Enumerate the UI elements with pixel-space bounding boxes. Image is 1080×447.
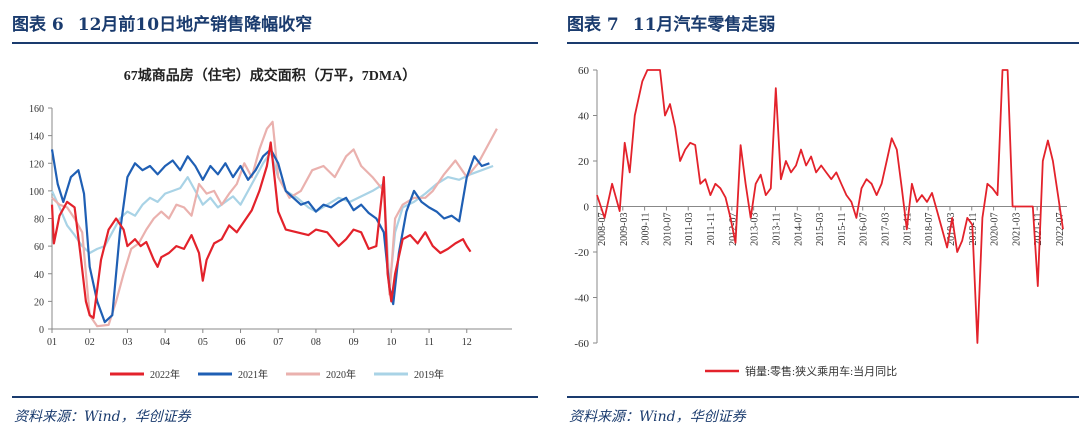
y-tick-label: 80	[34, 215, 44, 226]
x-tick-label: 09	[349, 337, 359, 348]
source-note: 资料来源：Wind，华创证券	[14, 409, 191, 425]
figure-6-label: 图表 6	[12, 15, 64, 35]
chart-left: 67城商品房（住宅）成交面积（万平，7DMA）02040608010012014…	[29, 67, 512, 381]
x-tick-label: 2021-03	[1011, 213, 1022, 246]
y-tick-label: 0	[584, 202, 590, 214]
x-tick-label: 11	[424, 337, 434, 348]
x-tick-label: 2013-11	[771, 213, 782, 246]
source-rule	[567, 396, 1079, 398]
legend-label: 2019年	[414, 368, 444, 381]
series-line-2022年	[50, 141, 472, 319]
figure-7-title: 图表 7 11月汽车零售走弱	[567, 10, 789, 35]
x-tick-label: 12	[462, 337, 472, 348]
x-tick-label: 06	[236, 337, 246, 348]
left-panel: 图表 6 12月前10日地产销售降幅收窄 67城商品房（住宅）成交面积（万平，7D…	[12, 10, 538, 425]
y-tick-label: -40	[574, 293, 589, 305]
y-tick-label: 40	[578, 111, 590, 123]
series-line	[596, 69, 1064, 344]
x-tick-label: 2016-07	[859, 213, 870, 246]
x-tick-label: 03	[122, 337, 132, 348]
x-tick-label: 2017-03	[881, 213, 892, 246]
x-tick-label: 2021-11	[1033, 213, 1044, 246]
y-tick-label: 20	[578, 156, 590, 168]
x-tick-label: 02	[85, 337, 95, 348]
x-tick-label: 2015-11	[837, 213, 848, 246]
title-rule	[567, 42, 1079, 44]
y-tick-label: 0	[39, 325, 44, 336]
legend-label: 2021年	[238, 368, 268, 381]
figure-7-heading: 11月汽车零售走弱	[632, 15, 776, 35]
x-tick-label: 2018-07	[924, 213, 935, 246]
x-tick-label: 2009-11	[641, 213, 652, 246]
legend-label: 2022年	[150, 368, 180, 381]
series-line-2020年	[51, 120, 498, 328]
series-line-2019年	[50, 151, 494, 289]
x-tick-label: 2010-07	[662, 213, 673, 246]
legend-label: 2020年	[326, 368, 356, 381]
x-tick-label: 2011-03	[684, 213, 695, 246]
x-tick-label: 2014-07	[793, 212, 804, 245]
chart-right: 60 40 20 0 -20 -40 -60 2008-07 2009-03 2009-11 201…	[574, 65, 1067, 378]
y-tick-label: 160	[29, 104, 44, 115]
x-tick-label: 07	[273, 337, 283, 348]
figure-6-title: 图表 6 12月前10日地产销售降幅收窄	[12, 10, 326, 35]
y-tick-label: 140	[29, 132, 44, 143]
figure-7-label: 图表 7	[567, 15, 619, 35]
y-tick-label: 60	[578, 65, 590, 77]
title-rule	[12, 42, 538, 44]
chart-title: 67城商品房（住宅）成交面积（万平，7DMA）	[124, 67, 416, 84]
x-tick-label: 2019-03	[946, 213, 957, 246]
x-tick-label: 01	[47, 337, 57, 348]
right-panel: 图表 7 11月汽车零售走弱 60 40 20 0 -20 -40 -60 2008-07 200…	[555, 0, 1080, 447]
legend-label: 销量:零售:狭义乘用车:当月同比	[745, 364, 897, 378]
x-tick-label: 2009-03	[619, 213, 630, 246]
x-tick-label: 2020-07	[990, 213, 1001, 246]
y-tick-label: 40	[34, 270, 44, 281]
source-rule	[12, 396, 538, 398]
y-tick-label: 20	[34, 297, 44, 308]
y-tick-label: 60	[34, 242, 44, 253]
y-tick-label: -60	[574, 338, 589, 350]
x-tick-label: 2017-11	[902, 213, 913, 246]
y-tick-label: 120	[29, 159, 44, 170]
x-tick-label: 2022-07	[1055, 213, 1066, 246]
source-note: 资料来源：Wind，华创证券	[569, 409, 746, 425]
x-tick-label: 2011-11	[706, 213, 717, 246]
x-tick-label: 05	[198, 337, 208, 348]
x-tick-label: 2015-03	[815, 213, 826, 246]
x-tick-label: 10	[386, 337, 396, 348]
x-tick-label: 04	[160, 337, 170, 348]
y-tick-label: -20	[574, 247, 589, 259]
y-tick-label: 100	[29, 187, 44, 198]
x-tick-label: 2008-07	[597, 213, 608, 246]
x-tick-label: 2013-03	[750, 213, 761, 246]
figure-6-heading: 12月前10日地产销售降幅收窄	[77, 15, 313, 35]
x-tick-label: 08	[311, 337, 321, 348]
